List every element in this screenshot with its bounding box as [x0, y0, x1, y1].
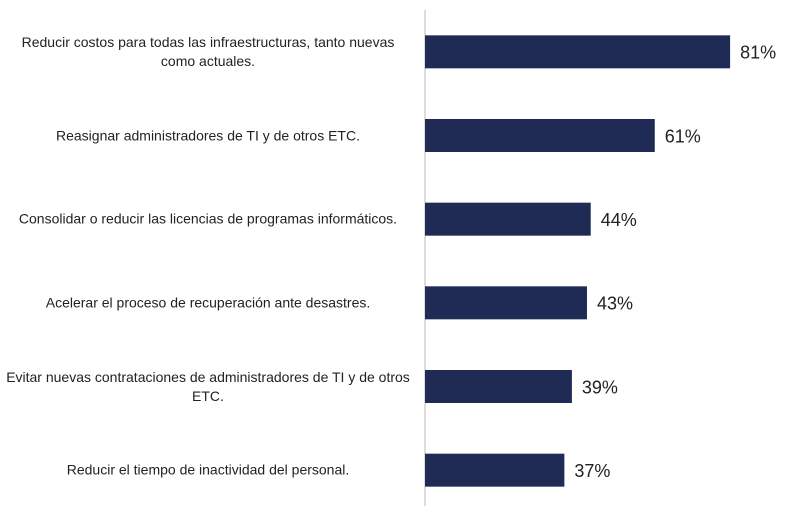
- value-label: 44%: [601, 210, 637, 230]
- category-label: Evitar nuevas contrataciones de administ…: [6, 368, 410, 404]
- bar: [425, 370, 572, 403]
- value-label: 81%: [740, 43, 776, 63]
- value-label: 43%: [597, 294, 633, 314]
- category-label: Reasignar administradores de TI y de otr…: [56, 127, 360, 143]
- value-label: 39%: [582, 377, 618, 397]
- bar: [425, 202, 591, 236]
- category-label: Acelerar el proceso de recuperación ante…: [45, 294, 371, 311]
- value-label: 37%: [574, 461, 610, 481]
- bar: [425, 453, 565, 487]
- category-label: Reducir costos para todas las infraestru…: [21, 33, 395, 69]
- category-label: Consolidar o reducir las licencias de pr…: [18, 210, 398, 227]
- bar: [425, 286, 587, 320]
- bar: [425, 119, 655, 152]
- value-label: 61%: [665, 126, 701, 146]
- bar: [425, 35, 731, 69]
- category-label: Reducir el tiempo de inactividad del per…: [66, 461, 350, 478]
